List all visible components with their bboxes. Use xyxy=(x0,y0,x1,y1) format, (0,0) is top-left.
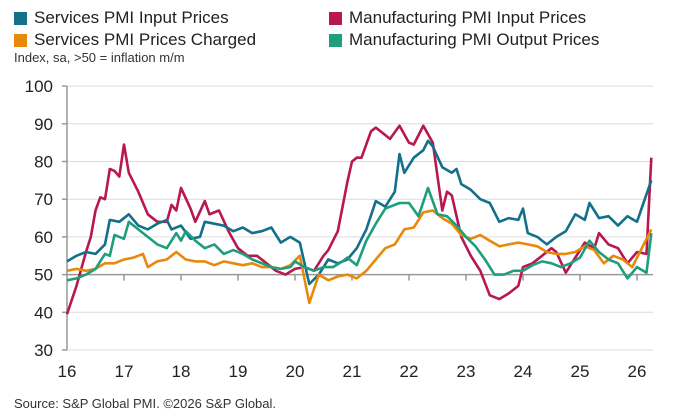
x-tick-label: 19 xyxy=(229,362,248,381)
series-line-services-pmi-prices-charged xyxy=(66,209,653,305)
y-tick-label: 90 xyxy=(34,115,53,134)
legend-item: Services PMI Prices Charged xyxy=(14,30,256,50)
x-tick-label: 20 xyxy=(286,362,305,381)
chart-subtitle: Index, sa, >50 = inflation m/m xyxy=(14,50,185,65)
x-tick-label: 23 xyxy=(457,362,476,381)
legend-swatch xyxy=(329,11,342,25)
series-line-manufacturing-pmi-output-prices xyxy=(66,186,653,282)
legend-label: Services PMI Input Prices xyxy=(34,8,229,27)
source-note: Source: S&P Global PMI. ©2026 S&P Global… xyxy=(14,396,277,411)
legend-label: Services PMI Prices Charged xyxy=(34,30,257,49)
x-tick-label: 26 xyxy=(628,362,647,381)
x-tick-label: 16 xyxy=(58,362,77,381)
x-tick-label: 25 xyxy=(571,362,590,381)
legend-swatch xyxy=(14,11,27,25)
legend-item: Manufacturing PMI Input Prices xyxy=(329,8,586,28)
y-tick-label: 70 xyxy=(34,190,53,209)
series-line-services-pmi-input-prices xyxy=(66,139,653,286)
y-tick-label: 60 xyxy=(34,228,53,247)
series-line-manufacturing-pmi-input-prices xyxy=(65,124,653,315)
y-tick-label: 30 xyxy=(34,341,53,360)
legend-item: Manufacturing PMI Output Prices xyxy=(329,30,599,50)
x-tick-label: 18 xyxy=(172,362,191,381)
legend-item: Services PMI Input Prices xyxy=(14,8,229,28)
legend-label: Manufacturing PMI Input Prices xyxy=(349,8,587,27)
x-tick-label: 22 xyxy=(400,362,419,381)
legend-label: Manufacturing PMI Output Prices xyxy=(349,30,600,49)
legend-swatch xyxy=(329,33,342,47)
x-tick-label: 21 xyxy=(343,362,362,381)
y-tick-label: 100 xyxy=(25,77,53,96)
legend-swatch xyxy=(14,33,27,47)
y-tick-label: 40 xyxy=(34,303,53,322)
x-tick-label: 17 xyxy=(115,362,134,381)
y-tick-label: 80 xyxy=(34,153,53,172)
y-tick-label: 50 xyxy=(34,266,53,285)
x-tick-label: 24 xyxy=(514,362,533,381)
